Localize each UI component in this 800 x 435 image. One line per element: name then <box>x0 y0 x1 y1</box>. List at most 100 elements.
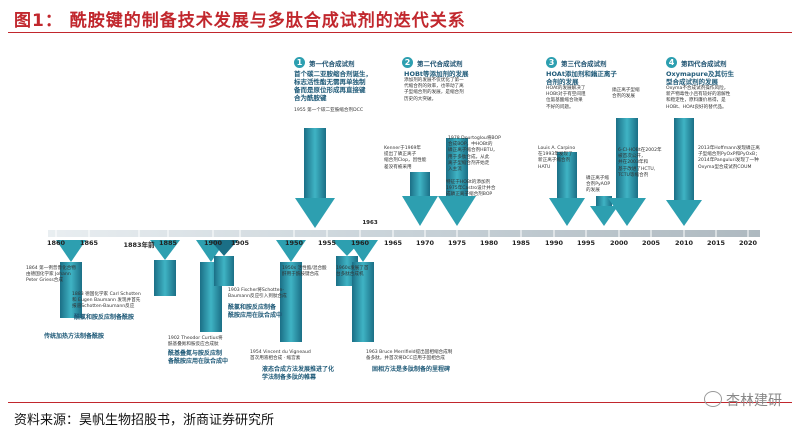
tick-label: 1900 <box>203 239 223 247</box>
note-line: 报道Schotten-Baumann反应 <box>72 304 135 310</box>
note-line: 缩合剂Clop，因性能 <box>384 158 427 164</box>
note-line: 2013年Hoffmann发现磷正离 <box>698 146 760 151</box>
tick-label: 1965 <box>383 239 403 247</box>
note-line: 酰基叠氮与胺反应制 <box>168 350 223 357</box>
wechat-icon <box>704 391 722 407</box>
source-note: 资料来源：昊帆生物招股书，浙商证券研究所 <box>14 413 275 428</box>
timeline-ticks <box>55 230 749 237</box>
note-line: 备酰胺应用在肽合成中 <box>168 358 229 365</box>
gen4-number-badge: 4 <box>666 57 677 68</box>
note-line: 合剂的发展 <box>612 94 635 100</box>
note-1902-heading: 酰基叠氮与胺反应制 备酰胺应用在肽合成中 <box>168 350 228 366</box>
note-line: 入主流 <box>448 167 462 173</box>
gen3-bar-b <box>590 196 618 226</box>
gen2-body-line: 历史的大突破。 <box>404 96 437 102</box>
tick-label: 1980 <box>479 239 499 247</box>
bar-1864-down <box>56 240 86 318</box>
note-line: 1864 第一例普鲁化合物 <box>26 266 76 271</box>
gen1-body-line: 合为酰胺键 <box>294 94 327 102</box>
gen2-title: 第二代合成试剂 <box>417 60 463 68</box>
gen4-bar <box>666 118 702 226</box>
bar-1903-down <box>210 240 238 286</box>
tick-label: 1955 <box>317 239 337 247</box>
tick-label: 1995 <box>576 239 596 247</box>
note-1954: 1954 Vincent du Vigneaud 首次用液相合成 · 缩宫素 <box>250 350 311 362</box>
gen3-bar-c <box>608 118 646 226</box>
gen3-body-heading: 合剂的发展 <box>546 78 579 86</box>
tick-label: 1975 <box>447 239 467 247</box>
note-line: 台多肽合成机 <box>336 272 364 278</box>
note-line: 备多肽，并首次将DCC应用于固相合成 <box>366 356 445 362</box>
note-1903: 1903 Fischer将Schotten- Baumann反应引入到肽合成 <box>228 288 287 300</box>
gen2-body: HOBt等添加剂的发展 添加剂的发展不仅优化了第一 代缩合剂的效率，也带动了离 … <box>404 70 469 103</box>
gen1-body: 首个碳二亚胺缩合剂诞生， 标志活性酯无需再单独制 备而是原位形成再直接键 合为酰… <box>294 70 372 102</box>
gen2-note-castro: 特征于HOBt的添加剂 1975年Castro设计并合 成磷正离子缩合剂BOP <box>446 180 495 199</box>
gen3-bar-a <box>549 152 585 226</box>
note-1903-heading: 酰氯和胺反应制备 酰胺应用在肽合成中 <box>228 304 282 320</box>
gen1-note: 1955 第一个碳二亚胺缩合剂DCC <box>294 108 364 113</box>
gen3-body-heading: HOAt添加剂和鎓正离子 <box>546 70 617 78</box>
tick-label: 1905 <box>230 239 250 247</box>
figure-title: 图1： 酰胺键的制备技术发展与多肽合成试剂的迭代关系 <box>14 11 466 31</box>
gen3-note-6clhobt: 6-Cl-HOBt在2002年 被首次公开， 并在2003年和 基于改进了HCT… <box>618 148 662 179</box>
tick-label: 1985 <box>511 239 531 247</box>
note-line: 酰基叠氮和胺反应合成肽 <box>168 342 219 348</box>
gen3-body-line: HOAt的发展解决了 <box>546 86 586 91</box>
note-line: Louis A. Carpino <box>538 146 576 151</box>
note-line: 并在2003年和 <box>618 160 649 166</box>
tick-label: 2005 <box>641 239 661 247</box>
bar-1883-down <box>150 240 180 296</box>
gen1-number-badge: 1 <box>294 57 305 68</box>
note-line: 1960s发展了首 <box>336 266 369 271</box>
note-line: 6-Cl-HOBt在2002年 <box>618 148 662 153</box>
note-line: Peter Griess合成 <box>26 278 63 284</box>
tick-label-1963: 1963 <box>362 220 378 226</box>
note-1883: 1883 德国化学家 Carl Schotten 和 Eugen Baumann… <box>72 292 141 311</box>
note-line: Baumann反应引入到肽合成 <box>228 294 287 300</box>
tick-label: 1885 <box>158 239 178 247</box>
gen3-title: 第三代合成试剂 <box>561 60 607 68</box>
bar-1963-down <box>348 240 378 342</box>
gen1-body-line: 备而是原位形成再直接键 <box>294 86 366 94</box>
watermark: 杏林建研 <box>704 390 782 410</box>
gen3-note-carpino: Louis A. Carpino 在1993年发现了 新正离子缩合剂 HATU <box>538 146 575 171</box>
note-1963: 1963 Bruce Merrifield提出固相缩合成制 备多肽，并首次将DC… <box>366 350 452 362</box>
note-line: 1954 Vincent du Vigneaud <box>250 350 311 355</box>
note-line: 新正离子缩合剂 <box>538 158 571 164</box>
note-traditional-heating: 传统加热方法制备酰胺 <box>44 333 105 340</box>
note-line: 由德国化学家 Johann <box>26 272 71 278</box>
note-line: 学法制备多肽的帷幕 <box>262 374 317 381</box>
note-line: 液态合成方法发展推进了化 <box>262 366 335 373</box>
note-line: 1975年Castro设计并合 <box>446 186 496 192</box>
note-line: 1950s 活性酯/混合酸 <box>282 266 327 271</box>
gen2-bar-b <box>438 138 476 226</box>
note-line: 被首次公开， <box>618 154 646 160</box>
note-line: 磷正离子缩 <box>586 176 609 181</box>
note-line: 合成BOP，中HOBt的 <box>448 142 493 148</box>
note-line: Kenner于1969年 <box>384 146 422 151</box>
tick-label: 2010 <box>674 239 694 247</box>
tick-label: 1865 <box>79 239 99 247</box>
note-line: 酰氯和胺反应制备 <box>228 304 277 311</box>
note-line: 首次用液相合成 · 缩宫素 <box>250 356 301 362</box>
note-1950s: 1950s 活性酯/混合酸 酐用于酰胺键合成 <box>282 266 327 278</box>
watermark-text: 杏林建研 <box>726 393 782 409</box>
gen2-body-line: 添加剂的发展不仅优化了第一 <box>404 78 464 83</box>
note-line: 的发展 <box>586 188 600 194</box>
note-line: 合剂PyAOP <box>586 182 611 188</box>
note-line: TCTU等缩合剂 <box>618 172 649 178</box>
note-line: HATU <box>538 164 551 170</box>
note-line: 1883 德国化学家 Carl Schotten <box>72 292 141 297</box>
gen3-number-badge: 3 <box>546 57 557 68</box>
gen1-body-line: 标志活性酯无需再单独制 <box>294 78 366 86</box>
note-line: 子型缩合剂PyOxP和PyOxB； <box>698 152 760 158</box>
note-1954-heading: 液态合成方法发展推进了化 学法制备多肽的帷幕 <box>262 366 334 382</box>
gen2-body-line: 代缩合剂的效率，也带动了离 <box>404 84 464 90</box>
note-line: 提出了磷正离子 <box>384 152 417 158</box>
gen2-bar-a <box>402 172 438 226</box>
title-divider <box>8 32 792 33</box>
gen4-body-heading: 型合成试剂的发展 <box>666 78 718 86</box>
tick-label: 1860 <box>46 239 66 247</box>
note-line: 离子型缩合剂开始走 <box>448 160 490 166</box>
note-line: 特征于HOBt的添加剂 <box>446 180 491 185</box>
